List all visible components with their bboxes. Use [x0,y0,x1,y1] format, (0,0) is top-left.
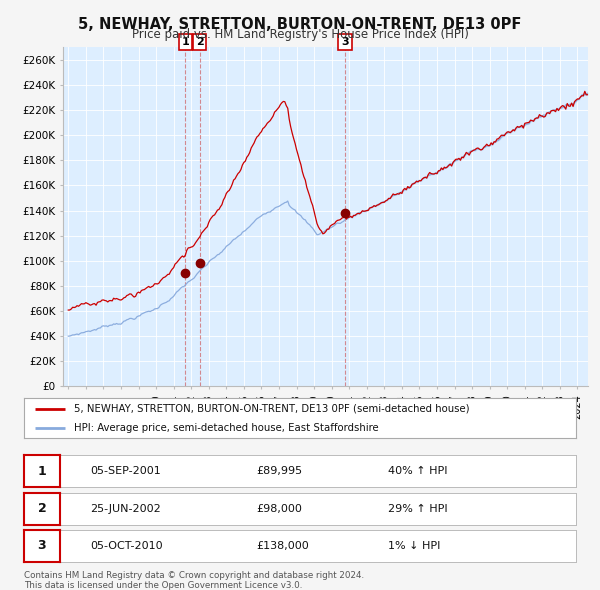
Text: 05-OCT-2010: 05-OCT-2010 [90,541,163,550]
Text: 2: 2 [38,502,46,515]
Text: 2: 2 [196,37,203,47]
Text: 1: 1 [38,465,46,478]
Text: 1: 1 [182,37,190,47]
Text: 25-JUN-2002: 25-JUN-2002 [90,504,161,513]
Text: £98,000: £98,000 [256,504,302,513]
Text: 1% ↓ HPI: 1% ↓ HPI [388,541,440,550]
Text: 3: 3 [341,37,349,47]
Text: 3: 3 [38,539,46,552]
Text: 5, NEWHAY, STRETTON, BURTON-ON-TRENT, DE13 0PF (semi-detached house): 5, NEWHAY, STRETTON, BURTON-ON-TRENT, DE… [74,404,469,414]
Text: £89,995: £89,995 [256,467,302,476]
Text: Contains HM Land Registry data © Crown copyright and database right 2024.
This d: Contains HM Land Registry data © Crown c… [24,571,364,590]
Text: Price paid vs. HM Land Registry's House Price Index (HPI): Price paid vs. HM Land Registry's House … [131,28,469,41]
Text: £138,000: £138,000 [256,541,308,550]
Text: 29% ↑ HPI: 29% ↑ HPI [388,504,448,513]
Text: 05-SEP-2001: 05-SEP-2001 [90,467,161,476]
Text: 5, NEWHAY, STRETTON, BURTON-ON-TRENT, DE13 0PF: 5, NEWHAY, STRETTON, BURTON-ON-TRENT, DE… [79,17,521,31]
Text: 40% ↑ HPI: 40% ↑ HPI [388,467,448,476]
Text: HPI: Average price, semi-detached house, East Staffordshire: HPI: Average price, semi-detached house,… [74,423,379,432]
